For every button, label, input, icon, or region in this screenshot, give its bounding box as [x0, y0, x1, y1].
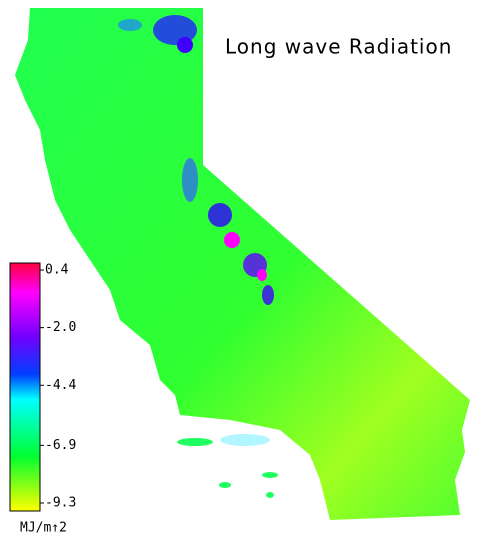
colorbar-tick-label: -9.3 [45, 496, 76, 511]
colorbar-tick-label: -4.4 [45, 378, 76, 393]
colorbar-tick-label: 0.4 [45, 263, 69, 278]
high-radiation-areas [118, 15, 274, 446]
colorbar [9, 262, 41, 512]
california [15, 8, 470, 520]
colorbar-tick-label: -2.0 [45, 320, 76, 335]
islands [177, 438, 278, 498]
map-title: Long wave Radiation [225, 35, 452, 59]
colorbar-tick-label: -6.9 [45, 438, 76, 453]
colorbar-unit: MJ/m↑2 [20, 521, 67, 536]
